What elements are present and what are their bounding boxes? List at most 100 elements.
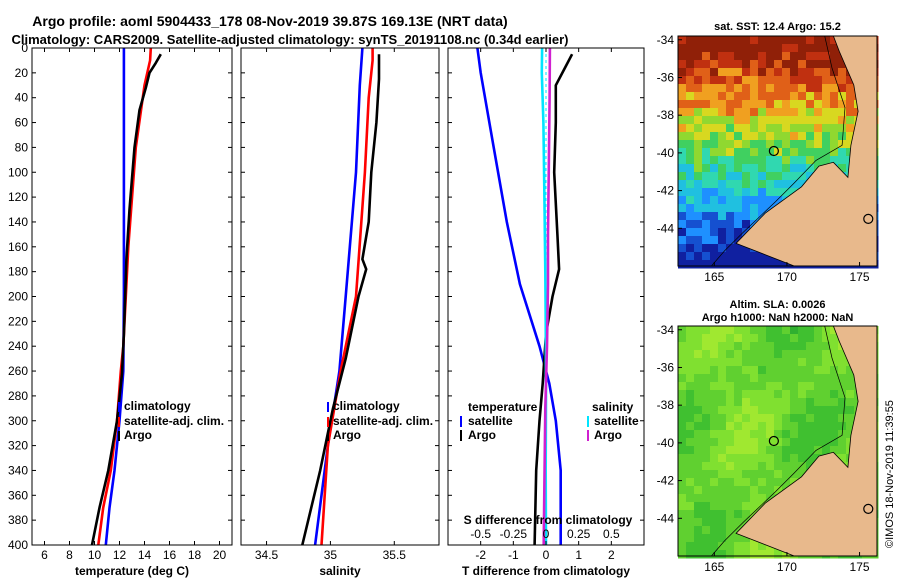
map-cell [758,478,767,487]
map-cell [742,358,751,367]
map-cell [678,188,687,197]
map-cell [734,228,743,237]
map-cell [782,132,791,141]
x-axis-label: T difference from climatology [462,564,630,578]
map-cell [694,164,703,173]
x-tick-label: 18 [188,548,202,562]
map-cell [774,342,783,351]
map-cell [806,398,815,407]
y-tick-label: 80 [15,140,29,154]
map-cell [742,252,751,261]
map-cell [782,188,791,197]
map-cell [726,44,735,53]
map-cell [686,228,695,237]
map-cell [678,518,687,527]
map-cell [838,76,847,85]
map-cell [726,334,735,343]
map-cell [774,366,783,375]
x-tick-label: 175 [850,270,870,284]
map-cell [734,172,743,181]
y-tick-label: 400 [8,538,28,552]
x-tick-label: 175 [850,560,870,574]
map-cell [742,228,751,237]
map-cell [758,350,767,359]
map-cell [718,382,727,391]
y-tick-label: -40 [657,146,675,160]
map-cell [678,52,687,61]
map-cell [718,212,727,221]
map-cell [814,406,823,415]
map-cell [758,116,767,125]
map-cell [758,260,767,269]
map-cell [694,84,703,93]
map-cell [782,334,791,343]
map-cell [702,148,711,157]
map-cell [734,486,743,495]
map-cell [678,108,687,117]
map-cell [694,518,703,527]
map-cell [702,358,711,367]
map-cell [694,486,703,495]
map-cell [710,414,719,423]
map-cell [798,132,807,141]
map-cell [750,156,759,165]
map-cell [806,334,815,343]
map-cell [694,350,703,359]
map-cell [710,116,719,125]
map-cell [678,92,687,101]
map-cell [702,366,711,375]
map-cell [678,350,687,359]
map-cell [694,534,703,543]
map-cell [758,84,767,93]
map-cell [750,180,759,189]
map-cell [806,148,815,157]
map-cell [726,140,735,149]
x-tick-label: 165 [704,560,724,574]
map-cell [710,68,719,77]
map-cell [822,390,831,399]
map-cell [718,374,727,383]
map-cell [822,350,831,359]
map-cell [694,172,703,181]
map-cell [830,334,839,343]
map-cell [686,550,695,559]
map-cell [734,462,743,471]
map-cell [774,36,783,45]
map-cell [686,422,695,431]
x-tick-label: 8 [66,548,73,562]
axes-frame [240,47,440,546]
map-cell [702,76,711,85]
map-cell [678,382,687,391]
map-cell [734,68,743,77]
map-cell [718,180,727,189]
map-cell [694,148,703,157]
map-cell [734,116,743,125]
map-cell [758,124,767,133]
y-tick-label: 160 [8,240,28,254]
map-cell [734,454,743,463]
map-cell [830,60,839,69]
map-cell [734,374,743,383]
map-cell [678,366,687,375]
legend-label: Argo [468,428,496,442]
map-cell [806,454,815,463]
map-cell [686,212,695,221]
map-cell [718,100,727,109]
map-cell [822,116,831,125]
map-cell [814,44,823,53]
landmass [735,35,878,267]
map-cell [702,478,711,487]
map-cell [750,60,759,69]
map-cell [766,374,775,383]
map-cell [742,76,751,85]
map-cell [782,140,791,149]
map-cell [822,84,831,93]
map-cell [710,124,719,133]
map-cell [750,124,759,133]
map-cell [822,68,831,77]
series-line-temperature-argo [533,53,574,546]
map-cell [702,518,711,527]
map-cell [822,100,831,109]
map-cell [758,414,767,423]
map-cell [702,486,711,495]
